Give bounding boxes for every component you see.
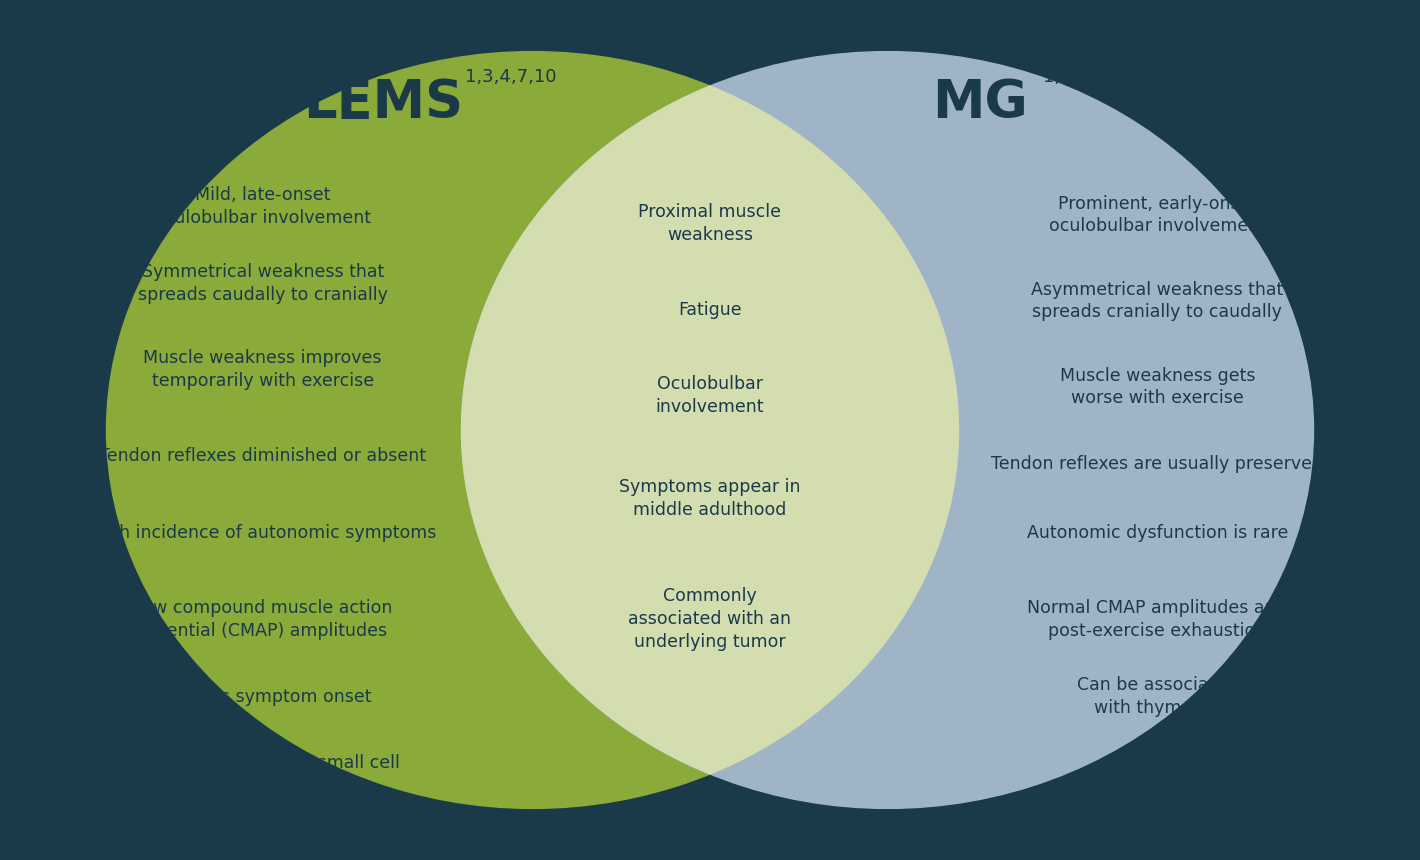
Ellipse shape [106, 52, 959, 808]
Text: Autonomic dysfunction is rare: Autonomic dysfunction is rare [1027, 525, 1288, 542]
Text: Normal CMAP amplitudes and
post-exercise exhaustion: Normal CMAP amplitudes and post-exercise… [1028, 599, 1287, 640]
Text: Mild, late-onset
oculobulbar involvement: Mild, late-onset oculobulbar involvement [155, 186, 371, 227]
Text: Asymmetrical weakness that
spreads cranially to caudally: Asymmetrical weakness that spreads crani… [1031, 280, 1284, 322]
Text: Proximal muscle
weakness: Proximal muscle weakness [639, 203, 781, 244]
Text: Fatigue: Fatigue [679, 301, 741, 318]
Text: Can be associated
with thymoma: Can be associated with thymoma [1078, 676, 1237, 717]
Text: Muscle weakness improves
temporarily with exercise: Muscle weakness improves temporarily wit… [143, 349, 382, 390]
Text: Symptoms appear in
middle adulthood: Symptoms appear in middle adulthood [619, 478, 801, 519]
Text: MG: MG [932, 77, 1028, 129]
Text: Low compound muscle action
potential (CMAP) amplitudes: Low compound muscle action potential (CM… [133, 599, 392, 640]
Text: Muscle weakness gets
worse with exercise: Muscle weakness gets worse with exercise [1059, 366, 1255, 408]
Text: 1,3,4,7,10: 1,3,4,7,10 [466, 69, 557, 86]
Text: LEMS: LEMS [304, 77, 463, 129]
Text: Oculobulbar
involvement: Oculobulbar involvement [656, 375, 764, 416]
Text: Commonly
associated with an
underlying tumor: Commonly associated with an underlying t… [629, 587, 791, 651]
Text: Tendon reflexes are usually preserved: Tendon reflexes are usually preserved [991, 456, 1323, 473]
Text: Tendon reflexes diminished or absent: Tendon reflexes diminished or absent [99, 447, 426, 464]
Polygon shape [462, 86, 958, 774]
Ellipse shape [462, 52, 1314, 808]
Text: Symmetrical weakness that
spreads caudally to cranially: Symmetrical weakness that spreads caudal… [138, 263, 388, 304]
Text: Insidious symptom onset: Insidious symptom onset [153, 688, 372, 705]
Text: High association with small cell
lung cancer (SCLC): High association with small cell lung ca… [126, 753, 399, 795]
Text: 1,4,13: 1,4,13 [1044, 69, 1100, 86]
Text: Prominent, early-onset
oculobulbar involvement: Prominent, early-onset oculobulbar invol… [1049, 194, 1265, 236]
Text: High incidence of autonomic symptoms: High incidence of autonomic symptoms [89, 525, 436, 542]
